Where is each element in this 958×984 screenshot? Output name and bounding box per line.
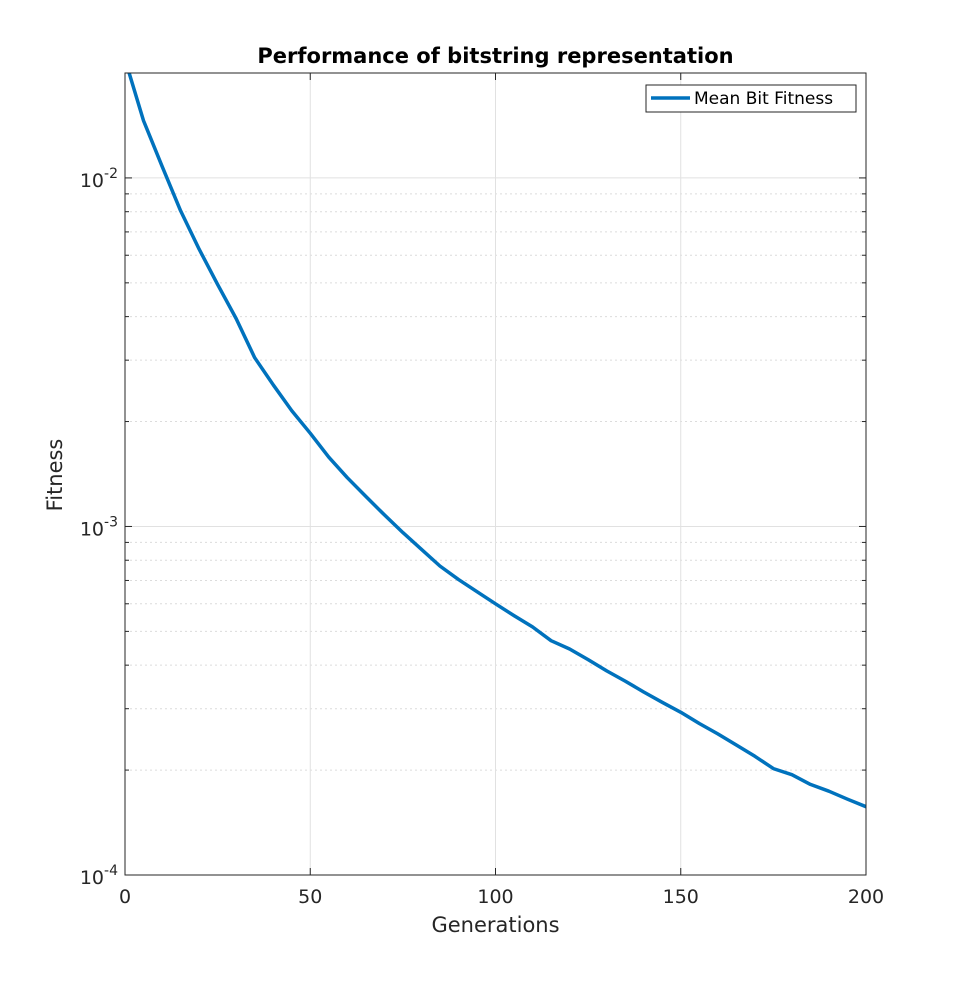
y-tick-label: 10-2 xyxy=(80,166,118,192)
x-tick-label: 100 xyxy=(477,886,513,908)
x-tick-label: 200 xyxy=(848,886,884,908)
y-tick-label: 10-4 xyxy=(80,863,118,889)
legend-box xyxy=(645,84,857,113)
x-tick-labels: 0 50 100 150 200 xyxy=(119,886,884,908)
legend[interactable]: Mean Bit Fitness xyxy=(645,84,857,113)
x-tick-label: 50 xyxy=(298,886,322,908)
series-layer xyxy=(127,73,866,809)
legend-label-mean-bit-fitness: Mean Bit Fitness xyxy=(694,89,833,109)
ticks-layer xyxy=(124,73,867,876)
x-axis-label: Generations xyxy=(431,913,559,937)
y-tick-labels: 10-4 10-3 10-2 xyxy=(80,166,118,889)
y-axis-label: Fitness xyxy=(43,439,67,512)
x-tick-label: 150 xyxy=(663,886,699,908)
chart-title: Performance of bitstring representation xyxy=(257,44,733,68)
series-line-mean-bit-fitness xyxy=(127,73,866,809)
y-tick-label: 10-3 xyxy=(80,514,118,540)
x-tick-label: 0 xyxy=(119,886,131,908)
